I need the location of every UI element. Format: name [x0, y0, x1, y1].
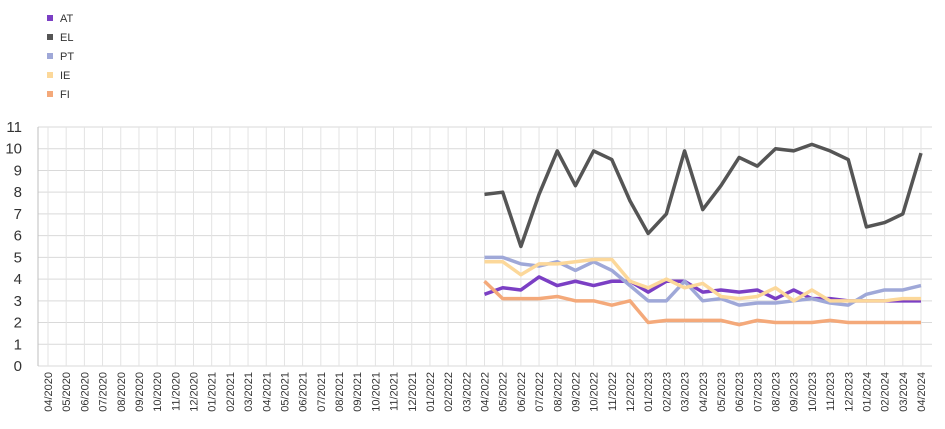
series-line: [483, 279, 921, 327]
x-tick-label: 02/2021: [225, 372, 237, 412]
y-tick-label: 0: [14, 358, 22, 375]
x-tick-label: 12/2023: [843, 372, 855, 412]
x-tick-label: 01/2024: [861, 372, 873, 412]
legend-swatch: [47, 91, 53, 97]
x-tick-label: 09/2023: [789, 372, 801, 412]
x-tick-label: 11/2020: [170, 372, 182, 411]
x-tick-label: 02/2024: [880, 372, 892, 412]
x-tick-label: 04/2023: [698, 372, 710, 412]
x-tick-label: 06/2021: [298, 372, 310, 412]
legend-label: PT: [60, 51, 74, 63]
legend-label: FI: [60, 89, 70, 101]
x-tick-label: 01/2021: [207, 372, 219, 412]
legend-swatch: [47, 53, 53, 59]
x-tick-label: 03/2024: [898, 372, 910, 412]
x-tick-label: 05/2021: [279, 372, 291, 412]
legend-label: EL: [60, 32, 73, 44]
y-tick-label: 7: [14, 206, 22, 223]
x-tick-label: 09/2022: [570, 372, 582, 412]
y-tick-label: 11: [6, 119, 22, 136]
legend-label: AT: [60, 13, 74, 25]
series-line: [484, 142, 923, 249]
x-tick-label: 07/2021: [316, 372, 328, 412]
x-tick-label: 09/2020: [134, 372, 146, 412]
legend-label: IE: [60, 70, 70, 82]
x-tick-label: 07/2022: [534, 372, 546, 412]
y-tick-label: 6: [14, 228, 22, 245]
x-tick-label: 07/2020: [98, 372, 110, 412]
x-tick-label: 10/2021: [370, 372, 382, 412]
x-tick-label: 08/2022: [552, 372, 564, 412]
x-tick-label: 02/2022: [443, 372, 455, 412]
x-tick-label: 04/2024: [916, 372, 928, 412]
x-tick-label: 09/2021: [352, 372, 364, 412]
x-tick-label: 02/2023: [661, 372, 673, 412]
x-tick-label: 03/2022: [461, 372, 473, 412]
x-tick-label: 11/2022: [607, 372, 619, 411]
series-line: [484, 257, 921, 303]
x-tick-label: 01/2023: [643, 372, 655, 412]
y-tick-label: 4: [14, 271, 22, 288]
x-tick-label: 10/2022: [589, 372, 601, 412]
y-tick-label: 8: [14, 184, 22, 201]
y-tick-label: 10: [5, 141, 22, 158]
x-tick-label: 03/2021: [243, 372, 255, 412]
y-tick-label: 2: [14, 315, 22, 332]
x-tick-label: 12/2020: [189, 372, 201, 412]
y-tick-label: 1: [14, 336, 22, 353]
x-tick-label: 11/2023: [825, 372, 837, 411]
x-tick-label: 04/2022: [480, 372, 492, 412]
legend-swatch: [47, 72, 53, 78]
x-tick-label: 08/2023: [771, 372, 783, 412]
y-tick-label: 5: [14, 249, 22, 266]
x-tick-label: 06/2022: [516, 372, 528, 412]
x-tick-label: 06/2020: [79, 372, 91, 412]
x-tick-label: 08/2021: [334, 372, 346, 412]
x-tick-label: 01/2022: [425, 372, 437, 412]
x-tick-label: 05/2020: [61, 372, 73, 412]
x-tick-label: 10/2023: [807, 372, 819, 412]
x-tick-label: 12/2022: [625, 372, 637, 412]
series-line: [484, 255, 922, 307]
x-tick-label: 12/2021: [407, 372, 419, 412]
y-tick-label: 3: [14, 293, 22, 310]
x-tick-label: 08/2020: [116, 372, 128, 412]
x-tick-label: 10/2020: [152, 372, 164, 412]
y-tick-label: 9: [14, 162, 22, 179]
x-tick-label: 03/2023: [680, 372, 692, 412]
x-tick-label: 05/2022: [498, 372, 510, 412]
legend-swatch: [47, 34, 53, 40]
x-tick-label: 07/2023: [752, 372, 764, 412]
x-tick-label: 04/2020: [43, 372, 55, 412]
x-tick-label: 04/2021: [261, 372, 273, 412]
legend-swatch: [47, 15, 53, 21]
x-tick-label: 05/2023: [716, 372, 728, 412]
x-tick-label: 11/2021: [389, 372, 401, 411]
x-tick-label: 06/2023: [734, 372, 746, 412]
